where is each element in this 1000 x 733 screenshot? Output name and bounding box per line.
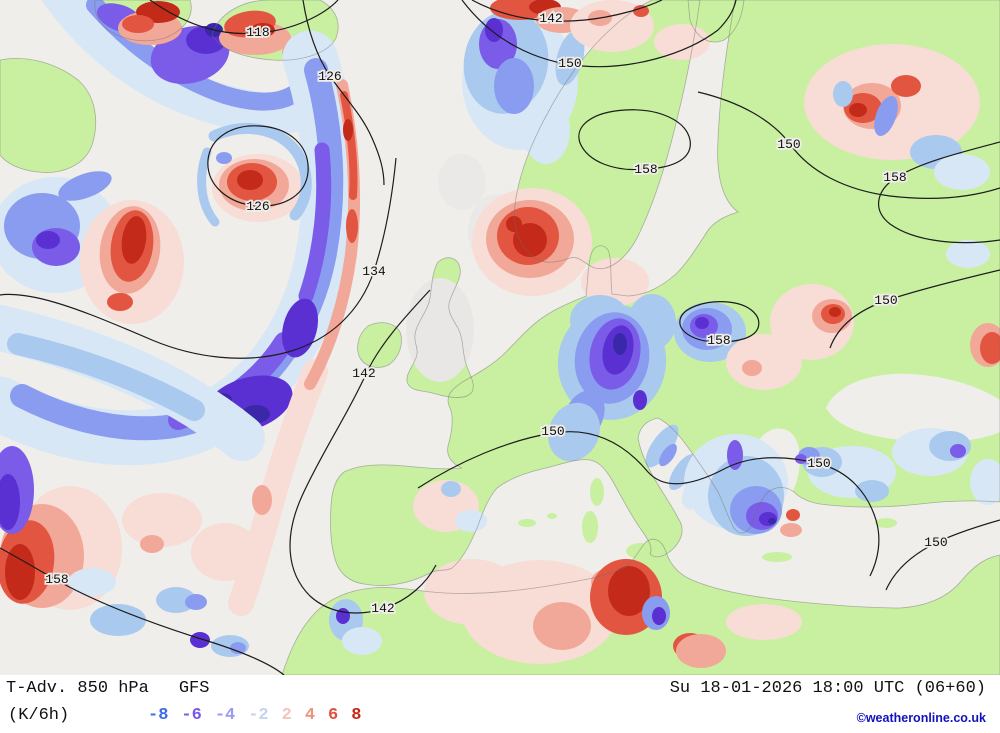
contour-label: 158 — [45, 572, 68, 587]
cold-advection-central-europe — [548, 294, 676, 462]
height-contour — [878, 141, 1000, 244]
advection-iberia — [413, 480, 487, 532]
scale-value: 6 — [328, 706, 339, 725]
advection-left-midatlantic — [0, 171, 184, 324]
height-contour — [578, 109, 691, 171]
contour-label: 150 — [777, 137, 800, 152]
height-contour — [471, 0, 663, 22]
scale-value: 2 — [281, 706, 292, 725]
height-contour — [461, 0, 737, 68]
height-contour — [829, 269, 1000, 349]
height-contour — [289, 289, 437, 614]
contour-label: 134 — [362, 264, 386, 279]
contour-label: 158 — [707, 333, 730, 348]
advection-north-africa — [329, 559, 802, 668]
height-contours — [0, 0, 1000, 675]
parameter-title: T-Adv. 850 hPa — [6, 679, 149, 698]
cold-advection-poland — [674, 302, 746, 362]
contour-label: 150 — [874, 293, 897, 308]
weather-map: 118 126 126 134 142 150 158 150 158 158 … — [0, 0, 1000, 675]
scale-value: -8 — [148, 706, 169, 725]
copyright-link[interactable]: ©weatheronline.co.uk — [856, 711, 986, 725]
contour-labels: 118 126 126 134 142 150 158 150 158 158 … — [44, 9, 950, 618]
parameter-title-row: T-Adv. 850 hPa GFS — [6, 679, 209, 698]
black-sea — [826, 373, 1000, 442]
height-contour — [207, 125, 309, 207]
contour-label: 126 — [246, 199, 269, 214]
advection-low-swirl — [197, 123, 312, 227]
color-scale: -8 -6 -4 -2 2 4 6 8 — [148, 706, 361, 725]
contour-label: 118 — [246, 25, 269, 40]
contour-label: 150 — [558, 56, 581, 71]
contour-label: 158 — [634, 162, 657, 177]
height-contour — [417, 431, 880, 577]
height-contour — [679, 301, 760, 343]
units-label: (K/6h) — [8, 706, 70, 725]
contour-label: 150 — [807, 456, 830, 471]
contour-label: 150 — [924, 535, 947, 550]
advection-scandinavia-top — [570, 0, 710, 60]
scale-value: -6 — [181, 706, 202, 725]
cold-advection-southwest-band — [0, 305, 265, 461]
warm-advection-atlantic-stripe — [122, 79, 360, 616]
contour-label: 142 — [539, 11, 562, 26]
scale-value: -2 — [248, 706, 269, 725]
scale-value: -4 — [214, 706, 236, 725]
cold-advection-turkey — [795, 428, 1000, 505]
valid-time: Su 18-01-2026 18:00 UTC (06+60) — [669, 679, 986, 698]
advection-shading — [0, 0, 1000, 668]
height-contour — [885, 519, 1000, 591]
legend-bar: T-Adv. 850 hPa GFS (K/6h) -8 -6 -4 -2 2 … — [0, 675, 1000, 733]
height-contour — [149, 0, 339, 35]
contour-label: 142 — [371, 601, 394, 616]
model-name: GFS — [178, 679, 210, 698]
advection-russia — [804, 44, 990, 268]
contour-label: 126 — [318, 69, 341, 84]
height-contour — [0, 547, 285, 675]
height-contour — [697, 91, 1000, 200]
scale-value: 8 — [351, 706, 362, 725]
height-contour — [0, 157, 397, 359]
contour-label: 158 — [883, 170, 906, 185]
contour-label: 142 — [352, 366, 375, 381]
warm-advection-denmark — [472, 188, 649, 306]
weather-map-canvas: 118 126 126 134 142 150 158 150 158 158 … — [0, 0, 1000, 675]
contour-label: 150 — [541, 424, 564, 439]
height-contour — [302, 0, 385, 186]
scale-value: 4 — [304, 706, 316, 725]
